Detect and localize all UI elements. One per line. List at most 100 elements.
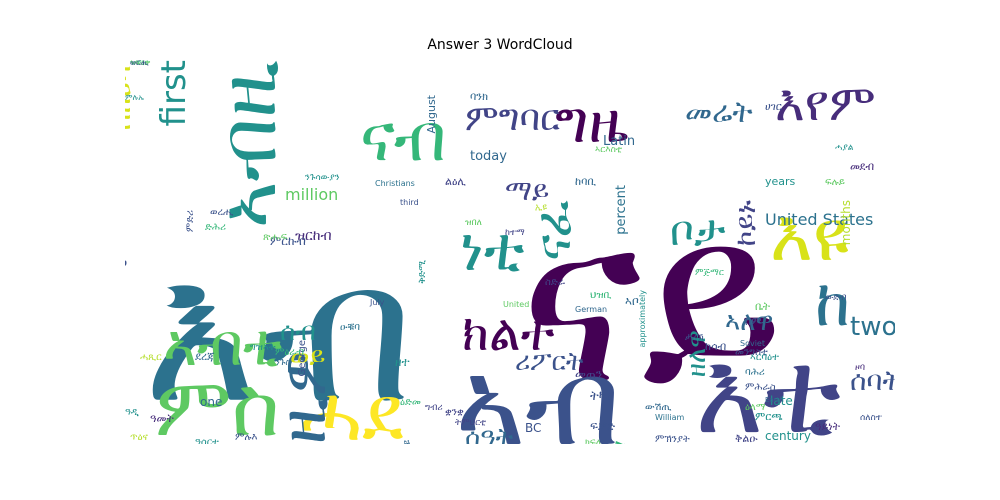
word-75: ወረሒ (210, 207, 234, 218)
word-76: ቅልዑ (735, 432, 758, 444)
word-101: ክፍሊ (585, 438, 603, 444)
word-88: ፍሉይ (825, 177, 845, 188)
word-86: ስድራ (545, 277, 566, 288)
word-32: ኮይኑ (729, 200, 762, 247)
word-0: ናይ (520, 168, 783, 435)
word-115: ግብሪ (425, 403, 443, 413)
word-50: Christians (375, 179, 415, 188)
word-26: ወይ (290, 342, 325, 372)
word-60: ምርኩብ (270, 234, 306, 248)
word-66: መደብ (850, 160, 874, 173)
word-29: ሰዓት (465, 423, 514, 444)
word-40: today (470, 149, 507, 164)
word-16: ናፈ (524, 200, 582, 261)
word-62: ትካል (590, 389, 614, 404)
word-54: third (400, 198, 419, 207)
word-49: Soviet (740, 339, 765, 348)
word-25: ሰብ (280, 317, 316, 347)
word-94: ቋንቋ (445, 407, 464, 418)
word-122: ወርሒ (130, 60, 149, 67)
word-84: ምኽንያት (655, 434, 690, 444)
word-28: ሰባት (850, 364, 895, 397)
word-69: ልዕሊ (445, 175, 466, 188)
word-100: ንጉስ (275, 358, 291, 368)
word-24: two (850, 312, 895, 342)
word-113: ውድብ (825, 293, 847, 303)
word-102: ዞባ (855, 363, 865, 373)
word-79: ዕድመ (400, 397, 421, 408)
word-110: ከተማ (505, 228, 525, 238)
word-38: century (765, 429, 811, 443)
word-67: ባንክ (470, 90, 488, 103)
word-30: ዘለዋ (682, 330, 712, 377)
word-17: ቦታ (670, 206, 726, 255)
word-93: ቅድሚ (417, 260, 428, 284)
word-116: ኣርእስቲ (595, 145, 622, 155)
word-3: እቲ (695, 326, 841, 444)
word-90: ምሉእ (235, 432, 257, 443)
word-121: ኣፍሪቃ (130, 60, 151, 67)
word-31: ኣለዋ (725, 307, 773, 337)
word-61: ዘተ (395, 355, 410, 369)
word-21: ቀዳሚ (125, 260, 133, 331)
word-73: ምርጫ (755, 410, 783, 423)
word-111: ዝበለ (465, 218, 482, 228)
word-71: ቤት (755, 300, 771, 313)
word-14: ከ (815, 267, 850, 341)
word-99: ምዕራብ (275, 347, 304, 358)
chart-title: Answer 3 WordCloud (427, 37, 573, 53)
word-53: United (503, 300, 529, 309)
word-48: German (575, 305, 607, 314)
word-87: ዓዲ (125, 407, 139, 418)
word-118: ሰለስተ (860, 413, 882, 423)
word-12: እዚዎ (264, 350, 341, 444)
word-2: ኣብ (455, 334, 621, 444)
word-63: ፍቓድ (590, 419, 616, 433)
word-11: ናብ (360, 99, 446, 176)
word-45: late (770, 394, 793, 408)
word-103: ሓጺር (140, 352, 162, 363)
word-44: one (200, 395, 222, 409)
word-55: July (369, 298, 385, 307)
word-120: ዝቐነዐ (130, 60, 149, 67)
word-42: November (125, 85, 128, 143)
word-37: percent (614, 185, 629, 235)
word-105: ምሕራስ (745, 382, 776, 393)
word-6: ሪፖርት (515, 347, 584, 377)
word-15: ክልተ (462, 304, 555, 362)
word-98: ባሕሪ (745, 367, 765, 378)
word-36: months (839, 200, 853, 245)
word-72: ከም (745, 315, 761, 328)
word-19: ምግባር (465, 98, 560, 139)
word-13: ኣብቲ (163, 311, 282, 379)
word-5: ሓደ (300, 369, 404, 444)
word-18: first (154, 60, 194, 126)
word-95: ኣርባዕተ (750, 352, 779, 363)
word-23: ብዘዕባ (125, 65, 138, 137)
word-81: ዑቑባ (340, 322, 360, 333)
word-68: ከባቢ (575, 175, 596, 188)
word-41: August (425, 94, 438, 133)
word-59: ዓመት (150, 412, 174, 425)
word-83: ግዝኣት (250, 342, 276, 353)
word-109: ንጉሳውያን (305, 173, 340, 183)
word-46: BC (525, 421, 541, 435)
word-85: መንግስቲ (735, 347, 768, 358)
word-22: ኣብዚ (201, 60, 294, 228)
word-56: approximately (638, 290, 647, 348)
word-119: ምሉኡ (125, 93, 144, 102)
word-77: ደረጃ (195, 350, 215, 363)
word-106: ኣዝዩ (402, 440, 413, 444)
word-10: እየም (775, 74, 876, 132)
word-39: Latin (603, 134, 635, 149)
word-43: years (765, 175, 796, 188)
word-52: Earth (765, 396, 784, 404)
word-114: ሓያል (835, 143, 854, 153)
word-96: ዕላማ (745, 402, 766, 413)
word-47: George (297, 340, 308, 376)
word-27: ማይ (505, 174, 549, 207)
word-104: ዓሰርተ (195, 437, 219, 444)
word-91: ውሽጢ (645, 402, 672, 413)
word-9: እዩ (770, 193, 849, 277)
